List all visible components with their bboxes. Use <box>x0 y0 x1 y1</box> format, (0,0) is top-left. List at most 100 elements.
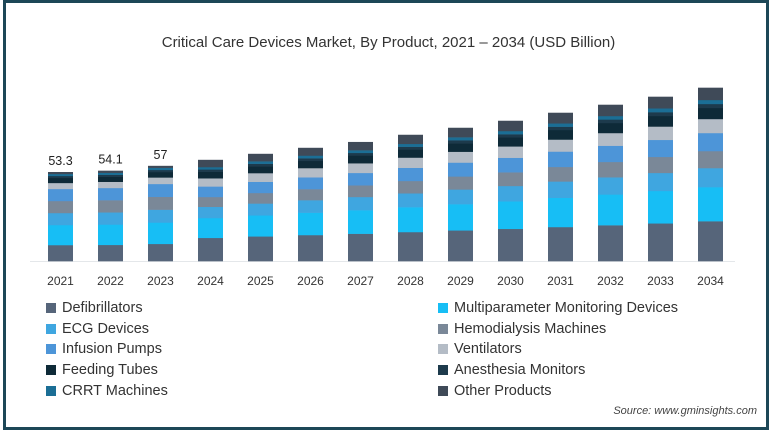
x-tick-label: 2032 <box>597 274 624 288</box>
bar-segment-feeding-tubes-2028 <box>398 149 423 158</box>
bar-segment-crrt-machines-2033 <box>648 108 673 113</box>
bar-segment-ventilators-2022 <box>98 181 123 189</box>
bar-segment-anesthesia-monitors-2023 <box>148 169 173 173</box>
bar-segment-anesthesia-monitors-2027 <box>348 152 373 156</box>
bar-segment-ventilators-2033 <box>648 126 673 141</box>
bar-stack-2034 <box>698 87 723 262</box>
bar-segment-ventilators-2030 <box>498 146 523 158</box>
bar-segment-multiparameter-monitoring-devices-2032 <box>598 194 623 226</box>
bar-segment-feeding-tubes-2024 <box>198 171 223 179</box>
bar-segment-ventilators-2034 <box>698 118 723 134</box>
bar-segment-other-products-2022 <box>98 170 123 173</box>
x-tick-label: 2026 <box>297 274 324 288</box>
x-tick-label: 2021 <box>47 274 74 288</box>
bar-segment-hemodialysis-machines-2022 <box>98 200 123 213</box>
legend-item: Anesthesia Monitors <box>438 360 678 381</box>
x-tick-label: 2022 <box>97 274 124 288</box>
legend-label: Infusion Pumps <box>62 341 162 358</box>
bar-segment-anesthesia-monitors-2032 <box>598 119 623 124</box>
legend-item: ECG Devices <box>46 319 168 340</box>
bar-segment-crrt-machines-2022 <box>98 172 123 175</box>
legend-swatch <box>46 303 56 314</box>
bar-segment-infusion-pumps-2031 <box>548 151 573 168</box>
legend-label: Multiparameter Monitoring Devices <box>454 300 679 317</box>
bar-segment-anesthesia-monitors-2031 <box>548 126 573 131</box>
legend-label: Hemodialysis Machines <box>454 320 607 337</box>
bar-segment-ventilators-2031 <box>548 139 573 152</box>
bar-segment-other-products-2021 <box>48 172 73 175</box>
bar-segment-defibrillators-2034 <box>698 221 723 262</box>
bar-segment-crrt-machines-2024 <box>198 166 223 170</box>
source-note: Source: www.gminsights.com <box>613 405 757 417</box>
bar-segment-hemodialysis-machines-2028 <box>398 180 423 194</box>
bar-segment-ecg-devices-2021 <box>48 212 73 226</box>
bar-segment-ventilators-2021 <box>48 182 73 190</box>
bar-segment-ventilators-2026 <box>298 167 323 178</box>
bar-segment-infusion-pumps-2029 <box>448 162 473 177</box>
bar-segment-other-products-2029 <box>448 127 473 138</box>
bar-segment-infusion-pumps-2028 <box>398 167 423 182</box>
x-tick-label: 2024 <box>197 274 224 288</box>
bar-segment-ventilators-2029 <box>448 151 473 163</box>
bar-segment-hemodialysis-machines-2034 <box>698 150 723 169</box>
bar-segment-infusion-pumps-2032 <box>598 145 623 163</box>
legend-item: Defibrillators <box>46 298 168 319</box>
bar-segment-hemodialysis-machines-2033 <box>648 156 673 174</box>
legend-label: ECG Devices <box>62 320 150 337</box>
legend-item: Infusion Pumps <box>46 339 168 360</box>
legend-item: Feeding Tubes <box>46 360 168 381</box>
bar-segment-hemodialysis-machines-2026 <box>298 189 323 201</box>
bar-segment-crrt-machines-2025 <box>248 161 273 164</box>
bar-segment-feeding-tubes-2027 <box>348 155 373 164</box>
bar-segment-feeding-tubes-2034 <box>698 107 723 120</box>
data-label: 57 <box>154 148 168 162</box>
bar-segment-other-products-2023 <box>148 165 173 168</box>
bar-segment-ecg-devices-2031 <box>548 181 573 199</box>
bar-segment-infusion-pumps-2025 <box>248 181 273 194</box>
bar-segment-defibrillators-2023 <box>148 243 173 262</box>
bar-segment-anesthesia-monitors-2033 <box>648 112 673 117</box>
bar-segment-crrt-machines-2032 <box>598 115 623 120</box>
bar-segment-other-products-2031 <box>548 112 573 124</box>
bar-segment-hemodialysis-machines-2021 <box>48 200 73 214</box>
bar-segment-ecg-devices-2032 <box>598 177 623 195</box>
legend-item: Multiparameter Monitoring Devices <box>438 298 678 319</box>
bar-segment-infusion-pumps-2023 <box>148 183 173 198</box>
bar-segment-other-products-2025 <box>248 153 273 162</box>
bar-segment-other-products-2028 <box>398 134 423 145</box>
bar-segment-anesthesia-monitors-2028 <box>398 146 423 150</box>
bar-segment-crrt-machines-2030 <box>498 130 523 135</box>
bar-segment-ventilators-2025 <box>248 173 273 182</box>
bar-segment-defibrillators-2027 <box>348 233 373 262</box>
bar-segment-infusion-pumps-2026 <box>298 177 323 190</box>
x-tick-label: 2030 <box>497 274 524 288</box>
bar-segment-infusion-pumps-2027 <box>348 172 373 186</box>
bar-segment-feeding-tubes-2022 <box>98 176 123 182</box>
bar-segment-ecg-devices-2023 <box>148 209 173 223</box>
data-label: 53.3 <box>48 154 72 168</box>
bar-segment-multiparameter-monitoring-devices-2025 <box>248 215 273 237</box>
legend-label: Feeding Tubes <box>62 362 158 379</box>
bar-segment-defibrillators-2024 <box>198 237 223 262</box>
bar-segment-feeding-tubes-2029 <box>448 143 473 152</box>
bar-segment-hemodialysis-machines-2023 <box>148 196 173 210</box>
bar-segment-anesthesia-monitors-2024 <box>198 169 223 172</box>
legend-swatch <box>438 365 448 376</box>
x-tick-label: 2027 <box>347 274 374 288</box>
bar-segment-multiparameter-monitoring-devices-2029 <box>448 204 473 231</box>
bar-segment-ecg-devices-2033 <box>648 172 673 192</box>
chart-frame <box>3 0 769 430</box>
bar-segment-feeding-tubes-2032 <box>598 122 623 134</box>
bar-segment-multiparameter-monitoring-devices-2026 <box>298 212 323 236</box>
bar-stack-2024 <box>198 159 223 262</box>
bar-segment-anesthesia-monitors-2034 <box>698 103 723 109</box>
bar-segment-feeding-tubes-2031 <box>548 129 573 140</box>
bar-segment-defibrillators-2031 <box>548 226 573 262</box>
bar-segment-ecg-devices-2030 <box>498 185 523 202</box>
bar-segment-anesthesia-monitors-2029 <box>448 140 473 144</box>
bar-segment-crrt-machines-2034 <box>698 99 723 105</box>
bar-segment-ventilators-2028 <box>398 157 423 168</box>
bar-segment-hemodialysis-machines-2031 <box>548 166 573 182</box>
bar-segment-other-products-2030 <box>498 120 523 132</box>
bar-segment-infusion-pumps-2033 <box>648 139 673 158</box>
